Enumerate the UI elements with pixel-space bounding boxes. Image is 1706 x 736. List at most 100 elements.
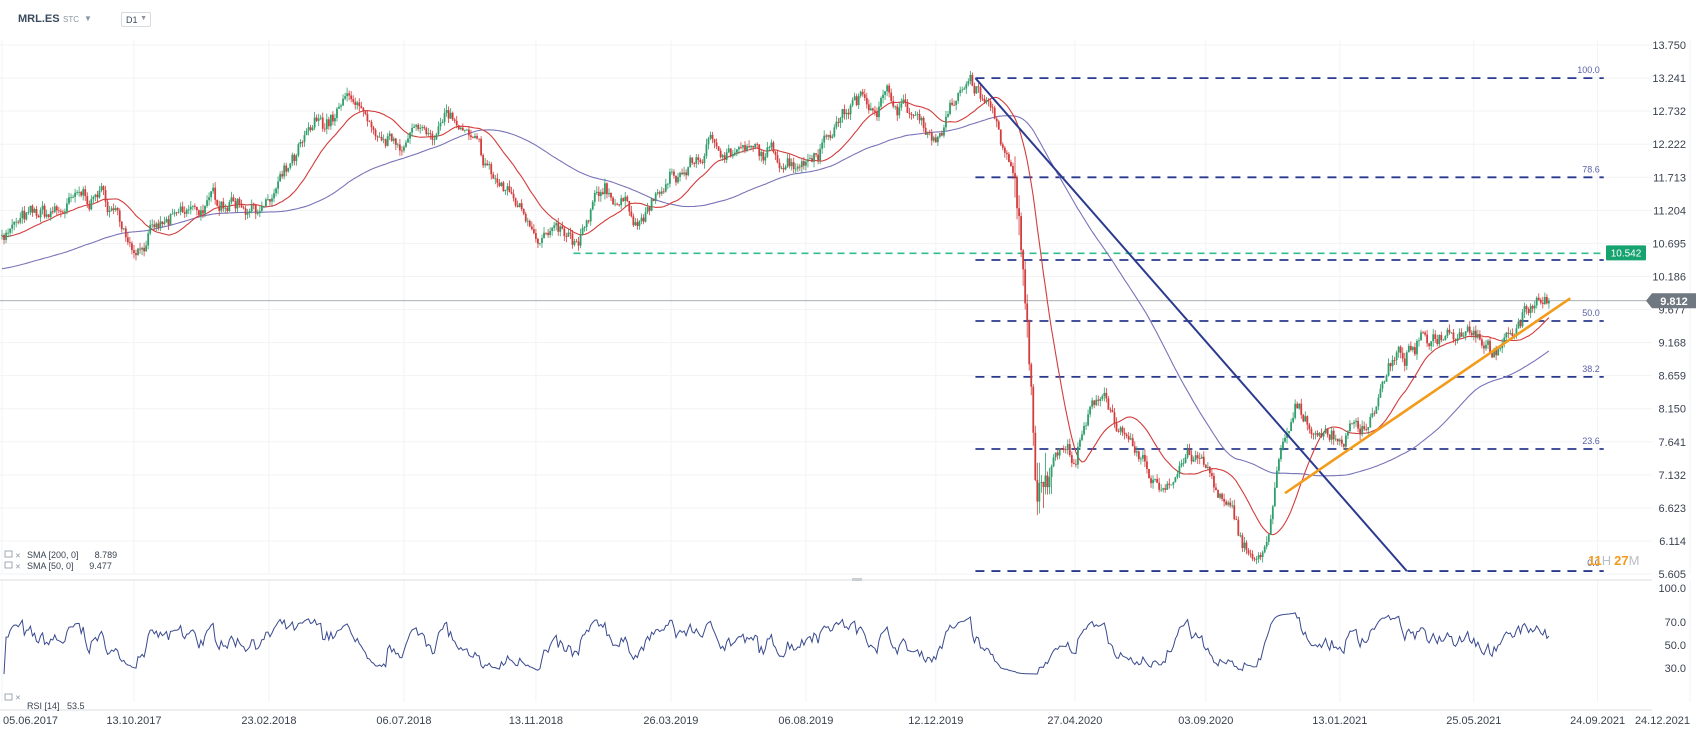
candle-body (601, 192, 604, 195)
candle-body (729, 148, 732, 157)
candle-body (991, 107, 994, 109)
date-tick-label: 13.11.2018 (509, 715, 563, 727)
chart-toolbar: MRL.ES STC ▼ D1 ▼ (0, 0, 1706, 40)
candle-body (618, 204, 621, 206)
candle-body (15, 221, 18, 223)
candle-body (748, 146, 750, 148)
candle-body (949, 102, 951, 114)
candle-body (1265, 541, 1268, 547)
candle-body (569, 232, 572, 234)
candle-body (1336, 438, 1339, 442)
candle-body (327, 119, 330, 127)
candle-body (1458, 332, 1461, 339)
rsi-panel[interactable]: 100.0 70.0 50.0 30.0 ✕ RSI [14] 53.5 (3, 583, 1686, 711)
candle-body (539, 242, 541, 244)
legend-close-icon: ✕ (15, 695, 21, 702)
candle-body (691, 157, 694, 163)
candle-body (1010, 161, 1012, 166)
candle-body (1243, 542, 1246, 549)
candle-body (547, 232, 549, 235)
rsi-line (3, 612, 1550, 675)
candle-body (167, 219, 170, 225)
chevron-down-icon[interactable]: ▼ (84, 14, 92, 23)
candle-body (453, 119, 456, 121)
date-tick-label: 24.09.2021 (1570, 715, 1625, 727)
candle-body (630, 211, 633, 217)
candle-body (273, 193, 275, 199)
candle-body (224, 207, 227, 209)
candle-body (951, 102, 953, 105)
candle-body (675, 175, 677, 183)
legend-label: SMA [50, 0] (27, 561, 74, 571)
candle-body (1505, 332, 1508, 338)
candle-body (1028, 320, 1031, 365)
candle-body (1269, 519, 1272, 535)
candle-body (981, 98, 984, 100)
price-tick-label: 7.132 (1658, 470, 1686, 482)
candle-body (581, 227, 584, 235)
candle-body (1369, 416, 1372, 428)
candlesticks[interactable] (1, 70, 1550, 565)
fib-level-label: 38.2 (1582, 364, 1600, 374)
candle-body (1462, 335, 1465, 337)
candle-body (1156, 479, 1159, 483)
trend-lines (974, 77, 1571, 572)
candle-body (179, 206, 182, 212)
candle-body (423, 127, 426, 129)
candle-body (711, 134, 714, 140)
candle-body (403, 146, 405, 151)
candle-body (1196, 455, 1199, 459)
candle-body (116, 207, 119, 211)
timeframe-value: D1 (126, 15, 138, 25)
candle-body (673, 171, 675, 176)
candle-body (882, 94, 884, 98)
candle-body (1018, 208, 1020, 217)
candle-body (1312, 433, 1315, 435)
candle-body (500, 182, 503, 186)
candle-body (636, 222, 639, 226)
candle-body (55, 206, 58, 211)
exchange-label[interactable]: STC (63, 15, 79, 24)
candle-body (1105, 392, 1108, 399)
candle-body (945, 116, 947, 128)
candle-body (1363, 426, 1366, 430)
candle-body (890, 92, 893, 101)
candle-body (348, 93, 351, 96)
symbol-label[interactable]: MRL.ES (18, 13, 60, 25)
timeframe-select[interactable]: D1 ▼ (121, 12, 151, 27)
candle-body (384, 139, 387, 146)
candle-body (303, 135, 306, 143)
candle-body (1282, 441, 1284, 450)
candle-body (1322, 432, 1325, 437)
candle-body (120, 221, 123, 230)
candle-body (608, 192, 610, 195)
candle-body (798, 166, 801, 168)
candle-body (971, 74, 974, 86)
candle-body (884, 91, 886, 95)
candle-body (230, 197, 233, 203)
candle-body (997, 121, 1000, 130)
candle-body (693, 162, 696, 164)
candle-body (987, 100, 990, 102)
candle-body (640, 217, 643, 222)
candle-body (827, 134, 830, 137)
rsi-tick-label: 70.0 (1665, 617, 1686, 629)
candle-body (758, 144, 761, 157)
candle-body (1213, 475, 1215, 488)
candle-body (888, 85, 891, 93)
price-tick-label: 12.222 (1652, 139, 1686, 151)
candle-body (1144, 454, 1146, 462)
candle-body (169, 214, 172, 225)
candle-body (419, 127, 422, 129)
fib-level-label: 78.6 (1582, 164, 1600, 174)
candle-body (498, 182, 501, 186)
candle-body (565, 236, 568, 237)
candle-body (573, 241, 576, 245)
date-tick-label: 03.09.2020 (1178, 715, 1233, 727)
candle-body (1278, 459, 1280, 471)
legend-close-icon: ✕ (15, 553, 21, 560)
candle-body (334, 118, 336, 122)
candle-body (336, 108, 338, 119)
candle-body (979, 87, 982, 99)
